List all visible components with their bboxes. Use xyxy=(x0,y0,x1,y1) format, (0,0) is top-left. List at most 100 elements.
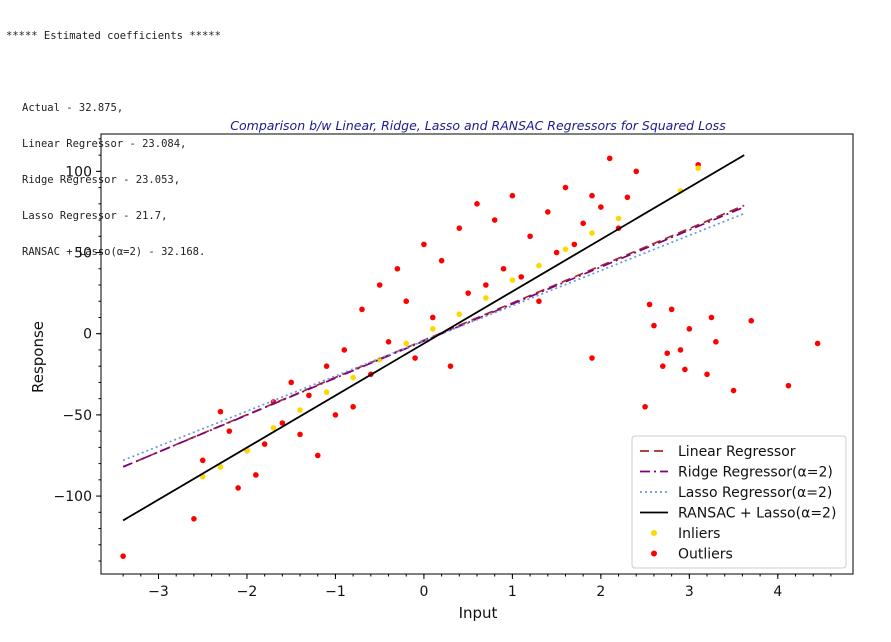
output-line-ridge: Ridge Regressor - 23.053, xyxy=(22,174,181,186)
coefficients-output: ***** Estimated coefficients ***** Actua… xyxy=(6,6,221,282)
outlier-point xyxy=(589,355,595,361)
legend-entry: Outliers xyxy=(678,547,733,563)
inlier-point xyxy=(403,340,410,347)
outlier-point xyxy=(217,408,224,415)
outlier-point xyxy=(509,192,516,199)
outlier-point xyxy=(341,347,348,353)
outlier-point xyxy=(668,306,675,313)
outlier-point xyxy=(606,155,613,162)
outlier-point xyxy=(394,265,401,272)
outlier-point xyxy=(253,472,259,478)
outlier-point xyxy=(814,340,821,347)
outlier-point xyxy=(447,363,454,369)
inlier-point xyxy=(589,230,595,236)
outlier-point xyxy=(562,184,569,191)
outlier-point xyxy=(261,441,268,447)
outlier-point xyxy=(191,515,197,522)
outlier-point xyxy=(677,347,684,353)
legend-entry: Lasso Regressor(α=2) xyxy=(678,485,832,501)
regression-line xyxy=(122,154,745,522)
outlier-point xyxy=(651,322,657,329)
outlier-point xyxy=(120,553,126,559)
x-axis-label: Input xyxy=(459,604,498,622)
outlier-point xyxy=(589,192,595,199)
regression-line xyxy=(122,212,745,462)
outlier-point xyxy=(359,306,365,313)
inlier-point xyxy=(536,262,542,269)
outlier-point xyxy=(686,326,693,332)
x-tick-label: 4 xyxy=(773,584,782,600)
x-tick-label: −1 xyxy=(325,584,346,600)
chart-title: Comparison b/w Linear, Ridge, Lasso and … xyxy=(230,118,726,133)
outlier-point xyxy=(491,217,498,223)
outlier-point xyxy=(704,371,710,378)
inlier-point xyxy=(483,295,489,301)
output-line-actual: Actual - 32.875, xyxy=(22,102,124,114)
outlier-point xyxy=(403,298,410,305)
outlier-point xyxy=(323,363,330,369)
outlier-point xyxy=(465,290,471,296)
inlier-point xyxy=(695,165,701,171)
outlier-point xyxy=(412,355,418,361)
y-tick-label: 50 xyxy=(74,246,92,262)
inlier-point xyxy=(297,407,303,413)
y-tick-label: 0 xyxy=(83,327,92,343)
inlier-point xyxy=(350,374,356,381)
x-tick-label: 1 xyxy=(508,584,517,600)
inlier-point xyxy=(376,356,383,363)
outlier-point xyxy=(199,457,206,464)
outlier-point xyxy=(633,168,640,175)
inlier-point xyxy=(323,389,330,395)
outlier-point xyxy=(350,403,356,410)
outlier-point xyxy=(306,392,312,399)
inlier-point xyxy=(217,464,224,470)
outlier-point xyxy=(713,339,719,345)
inlier-point xyxy=(270,425,277,431)
outlier-point xyxy=(456,225,463,231)
outlier-point xyxy=(385,339,392,345)
outlier-point xyxy=(279,420,286,426)
outlier-point xyxy=(730,387,737,394)
outlier-point xyxy=(518,274,525,280)
legend-point-swatch xyxy=(651,550,657,557)
outlier-point xyxy=(598,204,604,210)
legend: Linear Regressor Ridge Regressor(α=2) Lass… xyxy=(631,435,847,569)
outlier-point xyxy=(332,412,339,418)
legend-entry: Inliers xyxy=(678,526,720,542)
outlier-point xyxy=(646,301,653,308)
outlier-point xyxy=(682,366,688,373)
x-tick-label: 3 xyxy=(685,584,694,600)
inlier-point xyxy=(509,277,516,283)
outlier-point xyxy=(483,282,489,288)
inlier-point xyxy=(562,246,569,253)
outlier-point xyxy=(580,220,586,227)
outlier-point xyxy=(438,257,445,264)
x-tick-label: −2 xyxy=(237,584,258,600)
outlier-point xyxy=(474,201,480,207)
outlier-point xyxy=(314,452,321,459)
outlier-point xyxy=(708,314,715,321)
outlier-point xyxy=(421,241,427,248)
outlier-point xyxy=(527,233,533,240)
inlier-point xyxy=(615,215,622,222)
legend-entry: Ridge Regressor(α=2) xyxy=(678,465,833,481)
outlier-point xyxy=(500,265,507,272)
output-line-linear: Linear Regressor - 23.084, xyxy=(22,138,187,150)
outlier-point xyxy=(553,249,560,256)
plot-area: −3 −2 −1 0 1 2 3 4 −100 −50 0 50 100 xyxy=(54,133,854,600)
outlier-point xyxy=(536,298,542,305)
x-tick-label: 2 xyxy=(596,584,605,600)
outlier-point xyxy=(297,431,303,438)
x-tick-label: −3 xyxy=(148,584,169,600)
legend-point-swatch xyxy=(651,530,657,536)
regression-line xyxy=(122,206,745,468)
outlier-point xyxy=(785,382,792,389)
inlier-point xyxy=(429,326,436,332)
output-line-lasso: Lasso Regressor - 21.7, xyxy=(22,210,168,222)
y-tick-label: −100 xyxy=(54,489,92,505)
y-tick-label: 100 xyxy=(65,164,92,180)
outlier-point xyxy=(664,350,671,356)
outlier-point xyxy=(288,379,295,386)
